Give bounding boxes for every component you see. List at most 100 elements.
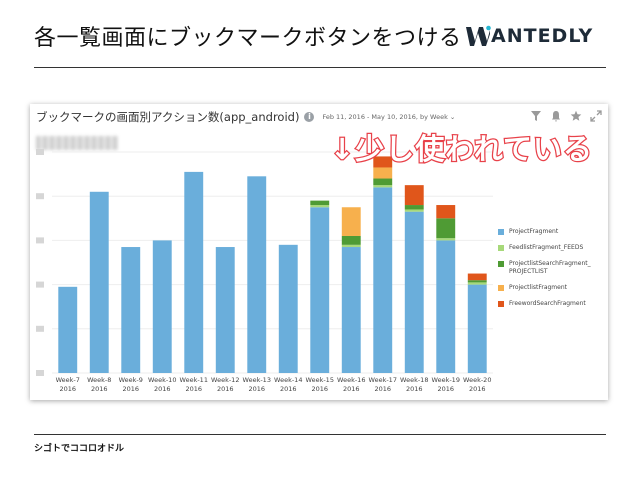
x-tick-label: 2016 — [406, 385, 423, 393]
bar-segment[interactable] — [467, 280, 487, 283]
x-tick-label: Week-19 — [432, 376, 460, 384]
bar-segment[interactable] — [341, 244, 361, 248]
info-icon[interactable]: i — [304, 112, 315, 122]
x-tick-label: Week-8 — [87, 376, 111, 384]
stacked-bar-chart: Week-72016Week-82016Week-92016Week-10201… — [36, 149, 493, 393]
expand-icon[interactable] — [590, 110, 602, 122]
legend-item[interactable]: ProjectlistSearchFragment_ PROJECTLIST — [498, 260, 606, 276]
bar-segment[interactable] — [373, 178, 393, 186]
x-tick-label: Week-13 — [243, 376, 271, 384]
bar-segment[interactable] — [373, 167, 393, 179]
legend-label: ProjectlistFragment — [509, 284, 567, 291]
legend-item[interactable]: ProjectFragment — [498, 228, 606, 236]
slide-title: 各一覧画面にブックマークボタンをつける — [34, 26, 462, 51]
wantedly-w-logo-icon — [466, 25, 491, 46]
bar-segment[interactable] — [89, 191, 109, 373]
x-tick-label: 2016 — [311, 385, 328, 393]
star-icon[interactable] — [570, 110, 582, 122]
bar-segment[interactable] — [467, 282, 487, 285]
x-tick-label: Week-11 — [180, 376, 208, 384]
logo-wordmark: ANTEDLY — [491, 25, 594, 47]
legend-swatch — [498, 261, 504, 267]
blurred-y-tick — [36, 193, 44, 200]
date-range-selector[interactable]: Feb 11, 2016 - May 10, 2016, by Week ⌄ — [322, 113, 456, 121]
blurred-y-tick — [36, 281, 44, 288]
legend-label: ProjectFragment — [509, 228, 559, 235]
bar-segment[interactable] — [341, 207, 361, 236]
legend-swatch — [498, 229, 504, 235]
bar-segment[interactable] — [373, 185, 393, 188]
bar-segment[interactable] — [436, 238, 456, 241]
x-tick-label: 2016 — [437, 385, 454, 393]
bar-segment[interactable] — [341, 247, 361, 373]
x-tick-label: 2016 — [280, 385, 297, 393]
legend-item[interactable]: ProjectlistFragment — [498, 284, 606, 292]
bar-segment[interactable] — [310, 200, 330, 206]
wantedly-logo: ANTEDLY — [465, 22, 593, 50]
x-tick-label: 2016 — [91, 385, 108, 393]
bar-segment[interactable] — [404, 205, 424, 210]
x-tick-label: Week-14 — [274, 376, 302, 384]
bar-segment[interactable] — [152, 240, 172, 373]
bar-segment[interactable] — [310, 205, 330, 208]
bar-segment[interactable] — [247, 176, 267, 373]
legend-swatch — [498, 285, 504, 291]
chart-legend: ProjectFragment FeedlistFragment_FEEDS P… — [498, 228, 606, 316]
chart-panel: ブックマークの画面別アクション数(app_android) i Feb 11, … — [30, 104, 608, 400]
bell-icon[interactable] — [550, 110, 562, 122]
bar-segment[interactable] — [121, 247, 141, 373]
x-tick-label: 2016 — [154, 385, 171, 393]
legend-label: FeedlistFragment_FEEDS — [509, 244, 584, 251]
legend-label: ProjectlistSearchFragment_ PROJECTLIST — [509, 260, 591, 275]
chart-title: ブックマークの画面別アクション数(app_android) — [36, 110, 300, 124]
bar-segment[interactable] — [278, 244, 298, 373]
filter-icon[interactable] — [530, 110, 542, 122]
x-tick-label: 2016 — [185, 385, 202, 393]
x-tick-label: Week-7 — [56, 376, 80, 384]
x-tick-label: Week-12 — [211, 376, 239, 384]
x-tick-label: Week-17 — [369, 376, 397, 384]
blurred-y-tick — [36, 149, 44, 155]
chart-header: ブックマークの画面別アクション数(app_android) i Feb 11, … — [30, 104, 608, 130]
bar-segment[interactable] — [184, 171, 204, 373]
footer-divider — [34, 434, 606, 435]
blurred-y-tick — [36, 237, 44, 244]
x-tick-label: Week-15 — [306, 376, 334, 384]
annotation-callout: ↓少し使われている — [329, 131, 593, 168]
bar-segment[interactable] — [215, 247, 235, 373]
bar-segment[interactable] — [436, 205, 456, 219]
title-divider — [34, 67, 606, 68]
bar-segment[interactable] — [404, 209, 424, 212]
x-tick-label: 2016 — [248, 385, 265, 393]
x-tick-label: 2016 — [217, 385, 234, 393]
bar-segment[interactable] — [373, 156, 393, 168]
bar-segment[interactable] — [467, 284, 487, 373]
x-tick-label: Week-10 — [148, 376, 176, 384]
x-tick-label: Week-16 — [337, 376, 365, 384]
blurred-y-tick — [36, 325, 44, 332]
x-tick-label: Week-9 — [119, 376, 143, 384]
legend-label: FreewordSearchFragment — [509, 300, 586, 307]
x-tick-label: 2016 — [374, 385, 391, 393]
x-tick-label: 2016 — [469, 385, 486, 393]
chart-toolbar — [530, 110, 602, 122]
x-tick-label: 2016 — [59, 385, 76, 393]
bar-segment[interactable] — [310, 207, 330, 373]
x-tick-label: 2016 — [343, 385, 360, 393]
bar-segment[interactable] — [373, 187, 393, 373]
blurred-metric-label — [36, 136, 118, 150]
legend-swatch — [498, 301, 504, 307]
legend-item[interactable]: FreewordSearchFragment — [498, 300, 606, 308]
legend-item[interactable]: FeedlistFragment_FEEDS — [498, 244, 606, 252]
bar-segment[interactable] — [436, 218, 456, 239]
x-tick-label: Week-18 — [400, 376, 428, 384]
x-tick-label: Week-20 — [463, 376, 491, 384]
blurred-y-tick — [36, 370, 44, 376]
bar-segment[interactable] — [404, 211, 424, 373]
bar-segment[interactable] — [436, 240, 456, 373]
bar-segment[interactable] — [341, 235, 361, 245]
legend-swatch — [498, 245, 504, 251]
bar-segment[interactable] — [467, 273, 487, 281]
bar-segment[interactable] — [58, 286, 78, 373]
bar-segment[interactable] — [404, 185, 424, 206]
